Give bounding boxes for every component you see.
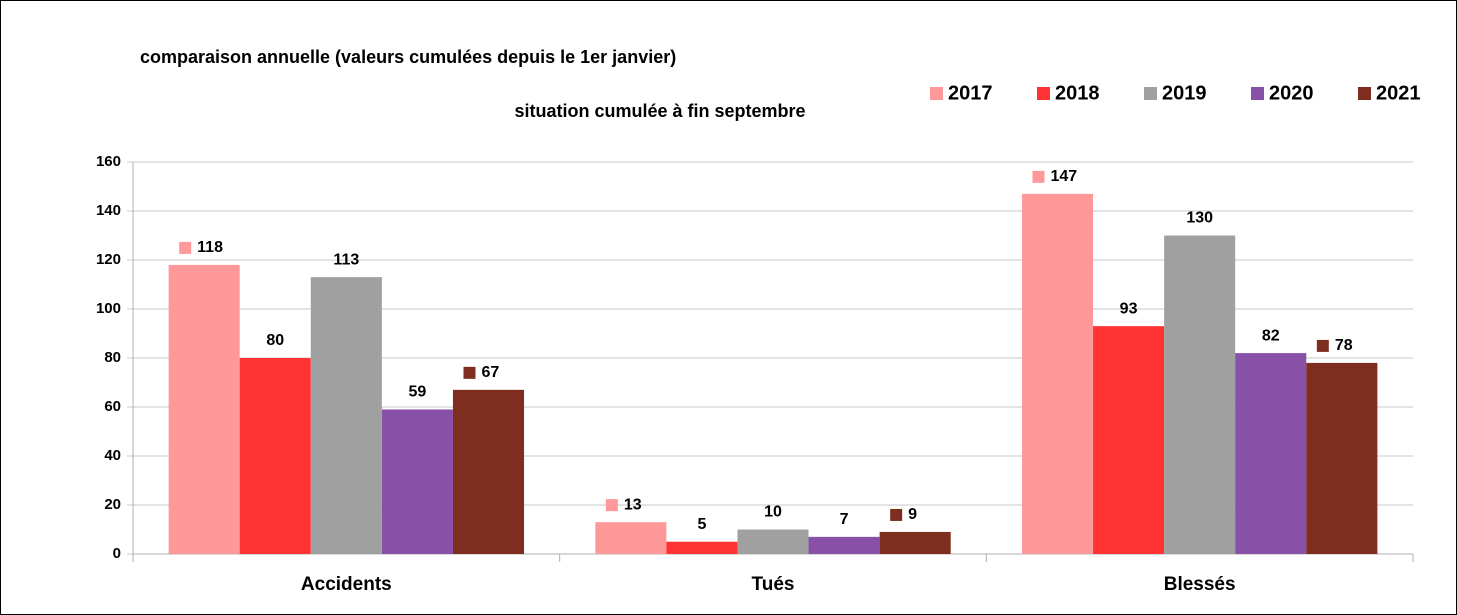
data-label: 78 [1335,337,1353,354]
x-tick-label: Tués [752,574,795,595]
data-label: 130 [1186,210,1213,227]
label-key [1032,170,1045,183]
x-tick-label: Blessés [1164,574,1236,595]
chart-subtitle: situation cumulée à fin septembre [514,101,805,121]
bar [1164,235,1236,554]
data-label: 5 [697,516,706,533]
bar [239,358,311,554]
bar [595,522,667,554]
bar [310,277,382,554]
x-tick-label: Accidents [301,574,392,595]
data-label: 93 [1120,300,1138,317]
legend-swatch [930,87,943,100]
data-label: 59 [409,384,427,401]
bar [1235,353,1307,554]
data-label: 7 [840,511,849,528]
bar [808,536,880,554]
data-label: 80 [266,332,284,349]
legend-label: 2021 [1376,82,1421,104]
bar [381,409,453,554]
label-key [1316,339,1329,352]
legend-swatch [1358,87,1371,100]
y-tick-label: 80 [104,349,121,366]
data-label: 118 [197,239,223,256]
data-label: 82 [1262,327,1280,344]
chart-title: comparaison annuelle (valeurs cumulées d… [140,47,676,67]
bar [666,541,738,554]
data-label: 113 [333,251,359,268]
y-tick-label: 60 [104,398,121,415]
y-tick-label: 140 [96,202,121,219]
legend-swatch [1037,87,1050,100]
label-key [179,241,192,254]
data-label: 10 [764,504,782,521]
data-label: 9 [908,506,917,523]
y-tick-label: 20 [104,496,121,513]
bar [1021,193,1094,554]
legend-label: 2018 [1055,82,1100,104]
legend-swatch [1144,87,1157,100]
bar [737,529,809,554]
y-tick-label: 0 [113,545,121,562]
bar [452,389,525,554]
data-label: 147 [1051,168,1078,185]
y-tick-label: 160 [96,153,121,170]
data-label: 67 [481,364,499,381]
legend-label: 2017 [948,82,993,104]
y-tick-label: 120 [96,251,121,268]
data-label: 13 [624,496,642,513]
label-key [605,499,618,512]
label-key [463,366,476,379]
legend-label: 2019 [1162,82,1207,104]
bar [168,264,240,554]
bar [879,531,951,554]
y-tick-label: 100 [96,300,121,317]
label-key [890,508,903,521]
bar [1306,362,1378,554]
bar [1093,326,1165,554]
legend-label: 2020 [1269,82,1314,104]
y-tick-label: 40 [104,447,121,464]
legend-swatch [1251,87,1264,100]
